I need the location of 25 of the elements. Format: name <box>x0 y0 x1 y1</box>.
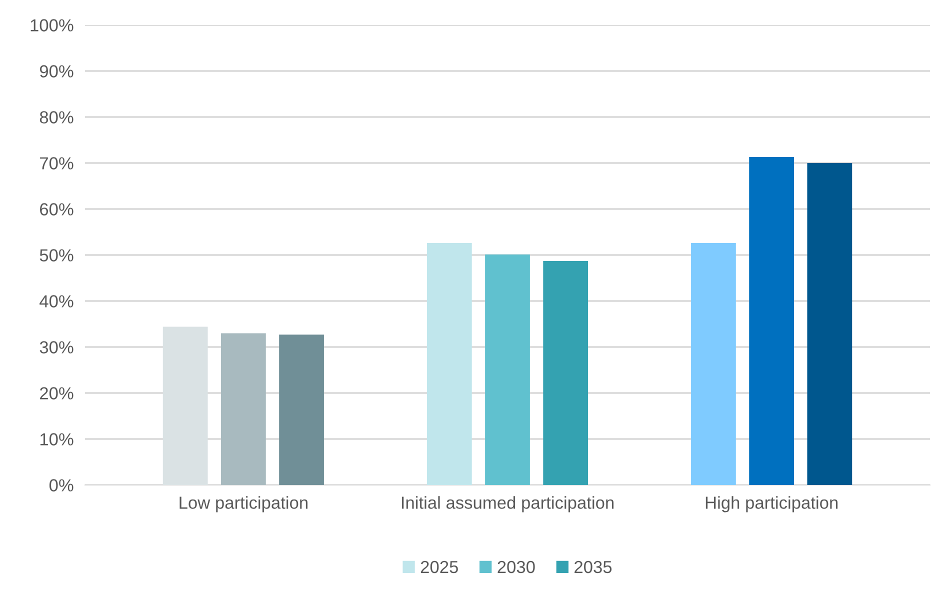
bar <box>807 163 852 485</box>
bar <box>691 243 736 485</box>
y-tick-label: 20% <box>40 387 74 400</box>
bar <box>279 334 324 485</box>
y-tick-label: 60% <box>40 203 74 216</box>
y-tick-label: 50% <box>40 249 74 262</box>
legend-label: 2025 <box>420 560 458 574</box>
bar <box>426 243 472 485</box>
x-tick-label: High participation <box>706 496 838 512</box>
x-tick-label: Low participation <box>180 496 308 512</box>
y-tick-label: 100% <box>30 19 74 32</box>
y-tick-label: 70% <box>40 157 74 170</box>
bar <box>485 254 530 485</box>
y-tick-label: 80% <box>40 111 74 124</box>
bar <box>749 157 794 485</box>
legend-label: 2030 <box>498 560 535 574</box>
bar <box>220 333 266 485</box>
x-tick-label: Initial assumed participation <box>402 496 614 512</box>
bar <box>543 260 588 485</box>
y-tick-label: 10% <box>40 433 74 446</box>
legend-label: 2035 <box>574 560 612 574</box>
y-tick-label: 30% <box>40 341 74 354</box>
y-tick-label: 90% <box>40 65 74 78</box>
y-tick-label: 40% <box>40 295 74 308</box>
y-tick-label: 0% <box>49 479 74 492</box>
